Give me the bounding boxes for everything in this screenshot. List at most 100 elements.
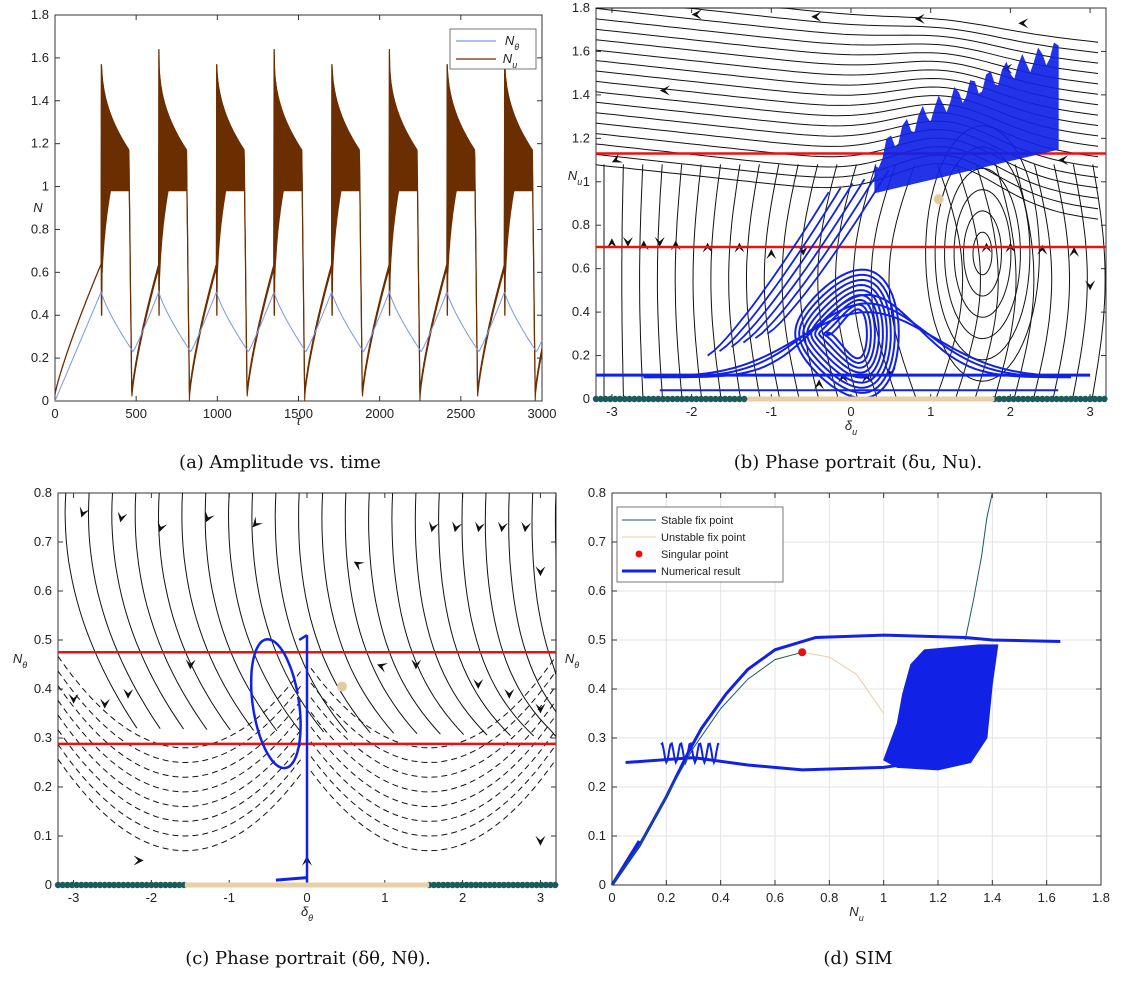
caption-a: (a) Amplitude vs. time (179, 452, 381, 473)
legend-numerical-label: Numerical result (661, 566, 740, 578)
stable-fix-point (1091, 395, 1099, 403)
streamline-arrow (475, 521, 485, 533)
stable-fix-point (458, 881, 466, 889)
streamline (344, 492, 418, 735)
streamline (274, 492, 348, 733)
stable-fix-point (592, 395, 600, 403)
streamline-arrow (157, 521, 168, 533)
trajectory-loop (802, 278, 892, 389)
y-tick-label: 0.2 (31, 350, 49, 365)
trajectory-burst (883, 644, 999, 771)
streamline (596, 7, 1099, 54)
streamline-arrow (100, 698, 110, 709)
stable-fix-point (645, 395, 652, 403)
stable-fix-point (59, 881, 66, 889)
stable-fix-point (524, 881, 531, 889)
x-tick-label: 2 (1007, 404, 1014, 419)
stable-fix-point (736, 395, 743, 403)
streamline (799, 164, 820, 400)
stable-fix-point (495, 881, 503, 889)
streamlines (57, 492, 557, 866)
streamline-arrow (535, 835, 546, 846)
series-nu-line (54, 49, 543, 395)
trajectory-arc (643, 302, 1071, 379)
streamline-dashed (310, 659, 555, 749)
streamline (461, 492, 535, 737)
panel-a-amplitude-vs-time: 0 500 1000 1500 2000 2500 3000 0 0.2 0.4 0.6 0.8 1 1.… (31, 7, 557, 428)
streamline-dashed (310, 674, 555, 764)
trajectory-loop (249, 638, 302, 770)
streamline (710, 164, 722, 400)
y-tick-label: 0.8 (588, 485, 606, 500)
streamline (484, 492, 557, 737)
stable-fix-point (996, 395, 1003, 403)
streamline-arrow (252, 516, 263, 528)
legend: Stable fix point Unstable fix point Singul… (616, 506, 784, 583)
streamline (656, 164, 663, 400)
stable-fix-point (626, 395, 633, 403)
y-tick-label: 1.2 (31, 136, 49, 151)
stable-fix-point (597, 395, 604, 403)
stable-fix-point (491, 881, 498, 889)
trajectory-rise (730, 183, 854, 348)
streamline (111, 492, 185, 730)
x-tick-label: 1.2 (929, 890, 947, 905)
numerical-trajectory (596, 42, 1091, 400)
stable-fix-point (171, 881, 178, 889)
streamline (935, 164, 964, 400)
x-axis-label: δθ (301, 904, 313, 923)
streamline (227, 492, 301, 732)
x-tick-label: 3 (537, 890, 544, 905)
y-tick-label: 0.3 (588, 730, 606, 745)
trajectory-rise (718, 187, 842, 352)
stable-fix-point (73, 881, 80, 889)
streamline-arrow (133, 855, 144, 866)
streamline (639, 164, 644, 400)
x-axis-label: τ (296, 413, 302, 428)
y-tick-label: 0.5 (588, 632, 606, 647)
streamline-arrow (622, 236, 633, 247)
stable-fix-point (54, 881, 62, 889)
stable-fix-point (688, 395, 695, 403)
x-tick-label: 0 (303, 890, 310, 905)
x-axis-label: δu (845, 418, 857, 437)
x-tick-label: 3 (1086, 404, 1093, 419)
stable-fix-point (96, 881, 104, 889)
y-tick-label: 1.2 (572, 130, 590, 145)
y-tick-label: 1 (583, 174, 590, 189)
streamline-spiral (944, 167, 1021, 340)
series-ntheta-line (54, 289, 543, 402)
stable-fix-point (1029, 395, 1036, 403)
streamline (763, 164, 781, 400)
y-tick-label: 0.1 (588, 828, 606, 843)
stable-fix-point (659, 395, 667, 403)
stable-fix-point (635, 395, 643, 403)
stable-fix-point (674, 395, 681, 403)
trajectory-rise (742, 178, 866, 344)
y-axis-label: N (33, 200, 43, 215)
streamline-dashed (310, 762, 555, 852)
stable-fix-point (1053, 395, 1060, 403)
y-tick-label: 0.2 (572, 348, 590, 363)
x-tick-label: 0.2 (657, 890, 675, 905)
legend-label-nu: Nu (503, 51, 517, 70)
y-tick-label: 1.4 (31, 93, 49, 108)
stable-fix-point (519, 881, 526, 889)
x-tick-label: 2 (459, 890, 466, 905)
streamline-arrow (473, 679, 484, 689)
stable-fix-point (124, 881, 132, 889)
y-tick-label: 0.4 (588, 681, 606, 696)
trajectory-base (275, 876, 308, 882)
streamline-arrow (1058, 155, 1069, 166)
streamline-arrow (811, 11, 822, 22)
x-tick-label: -3 (606, 404, 618, 419)
caption-d: (d) SIM (823, 948, 892, 969)
y-tick-label: 0 (45, 877, 52, 892)
streamline (746, 164, 761, 400)
streamline-arrow (123, 688, 134, 699)
stable-fix-point (616, 395, 624, 403)
stable-fix-point (64, 881, 71, 889)
x-tick-label: 0 (608, 890, 615, 905)
stable-fix-point (552, 881, 559, 889)
stable-fix-point (435, 881, 442, 889)
